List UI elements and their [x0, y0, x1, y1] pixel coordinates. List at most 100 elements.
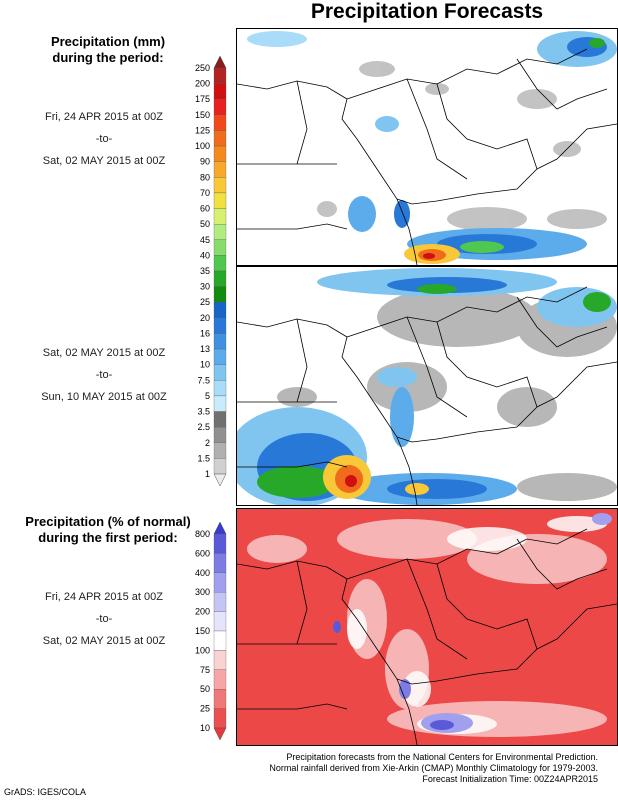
- period-3-to: -to-: [95, 613, 113, 625]
- mm-colorbar-label: 200: [195, 79, 210, 89]
- mm-colorbar-label: 250: [195, 63, 210, 73]
- mm-colorbar-swatch-19: [213, 348, 227, 365]
- mm-colorbar-swatch-13: [213, 255, 227, 272]
- pct-colorbar-swatch-3: [213, 572, 227, 593]
- country-borders: [237, 48, 617, 265]
- mm-colorbar-swatch-6: [213, 145, 227, 162]
- pct-colorbar-label: 200: [195, 607, 210, 617]
- mm-colorbar-label: 70: [200, 188, 210, 198]
- mm-colorbar-swatch-24: [213, 427, 227, 443]
- mm-colorbar-label: 7.5: [197, 375, 210, 385]
- pct-colorbar-label: 25: [200, 704, 210, 714]
- mm-colorbar-swatch-0: [213, 56, 227, 69]
- mm-colorbar-label: 60: [200, 204, 210, 214]
- footer-line-1: Precipitation forecasts from the Nationa…: [286, 752, 598, 762]
- period-1-end: Sat, 02 MAY 2015 at 00Z: [42, 155, 166, 167]
- mm-colorbar-swatch-16: [213, 302, 227, 318]
- mm-colorbar-swatch-9: [213, 192, 227, 209]
- mm-colorbar-label: 3.5: [197, 407, 210, 417]
- mm-colorbar-swatch-12: [213, 239, 227, 256]
- mm-colorbar-swatch-1: [213, 67, 227, 84]
- mm-colorbar-swatch-3: [213, 99, 227, 115]
- footer-line-3: Forecast Initialization Time: 00Z24APR20…: [422, 774, 598, 784]
- mm-colorbar-swatch-23: [213, 411, 227, 428]
- map-percent-normal: [236, 508, 618, 746]
- mm-colorbar-label: 40: [200, 250, 210, 260]
- pct-colorbar-swatch-5: [213, 611, 227, 632]
- mm-colorbar-label: 35: [200, 266, 210, 276]
- mm-colorbar-label: 100: [195, 141, 210, 151]
- mm-colorbar-label: 2: [205, 438, 210, 448]
- country-borders: [237, 528, 617, 745]
- period-3-label: Fri, 24 APR 2015 at 00Z -to- Sat, 02 MAY…: [4, 590, 204, 656]
- pct-colorbar-swatch-8: [213, 669, 227, 690]
- mm-colorbar-swatch-10: [213, 208, 227, 225]
- mm-colorbar-swatch-18: [213, 333, 227, 350]
- map-period-1: [236, 28, 618, 266]
- pct-colorbar-swatch-9: [213, 689, 227, 709]
- mm-colorbar-label: 125: [195, 125, 210, 135]
- pct-colorbar-label: 600: [195, 548, 210, 558]
- period-2-start: Sat, 02 MAY 2015 at 00Z: [42, 347, 166, 359]
- pct-field-blue: [333, 513, 612, 733]
- mm-colorbar-label: 150: [195, 110, 210, 120]
- mm-colorbar-label: 1: [205, 469, 210, 479]
- pct-colorbar-swatch-10: [213, 708, 227, 729]
- mm-colorbar-label: 25: [200, 297, 210, 307]
- mm-colorbar-label: 90: [200, 157, 210, 167]
- mm-colorbar-swatch-7: [213, 161, 227, 178]
- pct-colorbar-label: 150: [195, 626, 210, 636]
- mm-colorbar-swatch-5: [213, 130, 227, 147]
- mm-colorbar-label: 20: [200, 313, 210, 323]
- footer-line-2: Normal rainfall derived from Xie-Arkin (…: [269, 763, 598, 773]
- map-period-2: [236, 266, 618, 506]
- precip-mm-heading: Precipitation (mm) during the period:: [8, 34, 208, 66]
- pct-colorbar-label: 100: [195, 645, 210, 655]
- pct-colorbar-swatch-2: [213, 553, 227, 573]
- mm-colorbar-label: 5: [205, 391, 210, 401]
- mm-colorbar-label: 80: [200, 172, 210, 182]
- mm-colorbar-label: 0.5: [197, 485, 210, 486]
- mm-colorbar-label: 45: [200, 235, 210, 245]
- period-3-start: Fri, 24 APR 2015 at 00Z: [44, 591, 163, 603]
- pct-colorbar-label: 800: [195, 529, 210, 539]
- pct-colorbar-swatch-4: [213, 592, 227, 612]
- precip-heading-line2: during the period:: [52, 50, 164, 65]
- mm-colorbar-swatch-2: [213, 83, 227, 100]
- pct-colorbar-swatch-6: [213, 630, 227, 651]
- mm-colorbar-swatch-8: [213, 177, 227, 194]
- footer-notes: Precipitation forecasts from the Nationa…: [236, 752, 598, 785]
- mm-colorbar-label: 16: [200, 328, 210, 338]
- pct-colorbar-swatch-7: [213, 650, 227, 670]
- mm-colorbar-swatch-15: [213, 286, 227, 303]
- pct-colorbar-label: 50: [200, 684, 210, 694]
- mm-colorbar-label: 13: [200, 344, 210, 354]
- precip-heading-line1: Precipitation (mm): [50, 34, 166, 49]
- mm-colorbar-label: 50: [200, 219, 210, 229]
- precip-field-grey: [317, 61, 607, 231]
- pct-colorbar-swatch-0: [213, 522, 227, 535]
- mm-colorbar-label: 30: [200, 282, 210, 292]
- period-1-start: Fri, 24 APR 2015 at 00Z: [44, 111, 163, 123]
- page-title: Precipitation Forecasts: [310, 0, 544, 23]
- period-2-label: Sat, 02 MAY 2015 at 00Z -to- Sun, 10 MAY…: [4, 346, 204, 412]
- mm-colorbar-swatch-20: [213, 364, 227, 381]
- precip-pct-colorbar: 800600400300200150100755025105: [186, 522, 236, 740]
- mm-colorbar-swatch-11: [213, 224, 227, 240]
- pct-colorbar-swatch-11: [213, 727, 227, 740]
- precip-field-heavy: [323, 455, 429, 499]
- mm-colorbar-swatch-26: [213, 458, 227, 475]
- period-2-end: Sun, 10 MAY 2015 at 00Z: [41, 391, 167, 403]
- mm-colorbar-label: 175: [195, 94, 210, 104]
- pct-heading-line2: during the first period:: [38, 530, 178, 545]
- period-3-end: Sat, 02 MAY 2015 at 00Z: [42, 635, 166, 647]
- pct-heading-line1: Precipitation (% of normal): [25, 514, 191, 529]
- mm-colorbar-swatch-17: [213, 317, 227, 334]
- mm-colorbar-swatch-21: [213, 380, 227, 397]
- mm-colorbar-label: 10: [200, 360, 210, 370]
- country-borders: [237, 286, 617, 505]
- precip-pct-heading: Precipitation (% of normal) during the f…: [8, 514, 208, 546]
- precip-mm-colorbar: 250 200 175 150 125 100 90 80 70 60 50 45 40 35 30 25 20…: [186, 56, 236, 486]
- pct-colorbar-label: 10: [200, 723, 210, 733]
- period-1-to: -to-: [95, 133, 113, 145]
